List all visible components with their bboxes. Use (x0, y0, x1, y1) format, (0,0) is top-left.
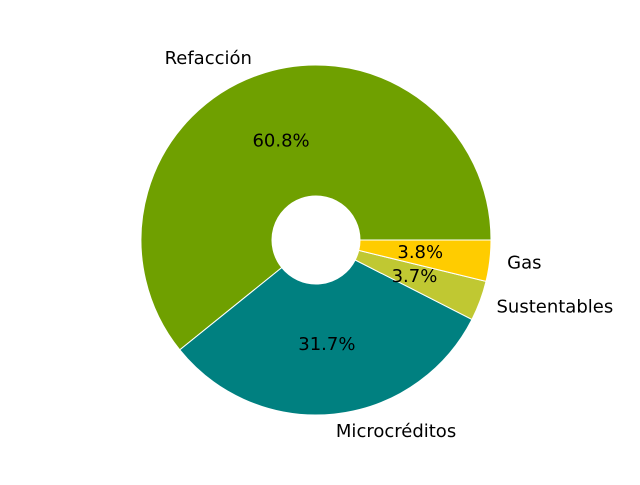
slice-label-sustentables: Sustentables (496, 296, 613, 317)
slice-pct-gas: 3.8% (397, 242, 443, 263)
slice-label-microcreditos: Microcréditos (336, 421, 456, 442)
slice-gas (358, 239, 492, 282)
slice-pct-sustentables: 3.7% (392, 266, 438, 287)
slice-pct-refaccion: 60.8% (252, 130, 309, 151)
slice-pct-microcreditos: 31.7% (298, 334, 355, 355)
slice-microcreditos (179, 259, 473, 416)
slices-group (140, 64, 492, 416)
labels-group: Refacción 60.8% Microcréditos 31.7% Sustenta… (165, 48, 614, 442)
slice-label-gas: Gas (507, 252, 541, 273)
slice-refaccion (140, 64, 492, 351)
slice-label-refaccion: Refacción (165, 48, 252, 69)
